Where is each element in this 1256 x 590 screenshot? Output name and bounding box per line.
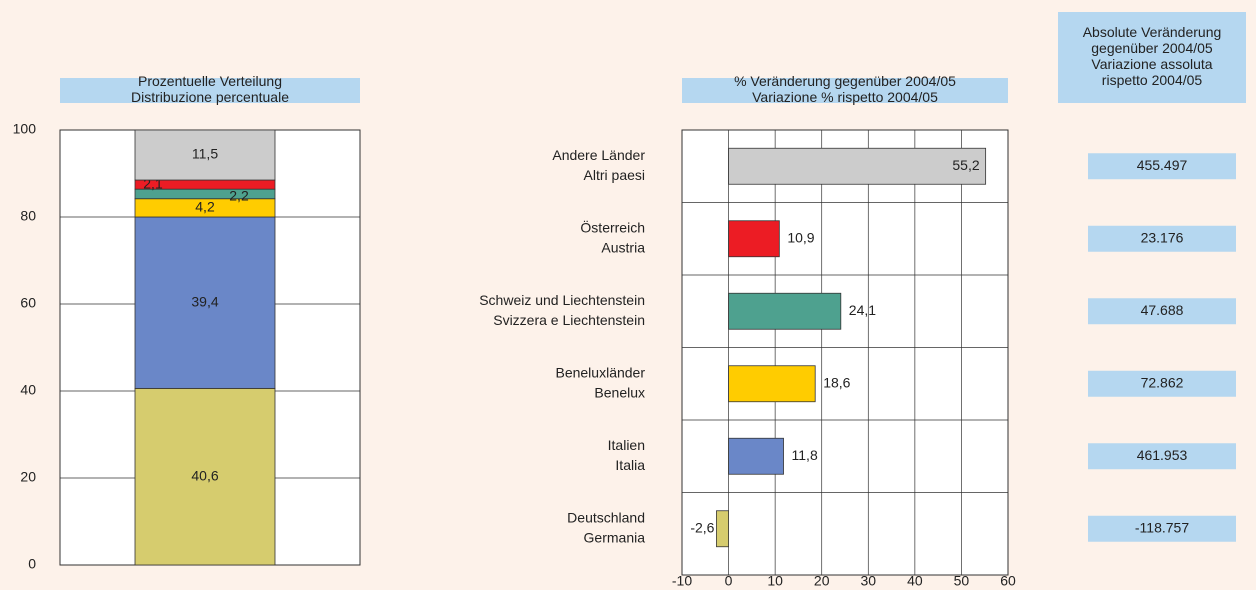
category-label: Austria [601, 239, 645, 255]
category-label: Österreich [580, 218, 645, 235]
table-value: 461.953 [1137, 447, 1188, 463]
value-box [1088, 153, 1236, 180]
value-box [1088, 298, 1236, 325]
value-box [1088, 443, 1236, 470]
table-value: 47.688 [1141, 302, 1184, 318]
header-text: rispetto 2004/05 [1102, 72, 1203, 88]
plot-area [681, 129, 1009, 576]
bar [728, 437, 784, 475]
y-tick-label: 0 [28, 556, 36, 572]
x-tick-label: 50 [954, 573, 970, 589]
y-tick-label: 60 [20, 295, 36, 311]
value-label: 55,2 [952, 157, 979, 173]
x-tick-label: 20 [814, 573, 830, 589]
category-label: Beneluxländer [555, 364, 645, 380]
header-text: Variazione assoluta [1091, 56, 1212, 72]
value-label: 39,4 [191, 293, 218, 309]
value-label: 10,9 [787, 229, 814, 245]
x-tick-label: 10 [767, 573, 783, 589]
bar-segment [134, 387, 276, 566]
table-value: -118.757 [1135, 519, 1189, 535]
bar [716, 510, 729, 548]
value-label: 11,8 [792, 447, 818, 463]
value-label: 4,2 [195, 199, 215, 215]
category-label: Altri paesi [584, 167, 645, 183]
value-box [1088, 370, 1236, 397]
bar [728, 147, 987, 185]
header-box [682, 78, 1008, 103]
category-label: Schweiz und Liechtenstein [479, 292, 645, 308]
value-label: 18,6 [823, 374, 850, 390]
bar-segment [134, 129, 276, 181]
category-label: Deutschland [567, 509, 645, 525]
value-label: -2,6 [690, 519, 714, 535]
category-label: Andere Länder [552, 147, 645, 163]
table-value: 455.497 [1137, 157, 1188, 173]
category-label: Svizzera e Liechtenstein [493, 312, 645, 328]
value-box [1088, 515, 1236, 542]
x-tick-label: 60 [1000, 573, 1016, 589]
value-box [1088, 225, 1236, 252]
header-text: Distribuzione percentuale [131, 89, 289, 105]
bar [728, 365, 816, 403]
header-box [60, 78, 360, 103]
category-label: Italien [608, 437, 645, 453]
bar [728, 292, 842, 330]
header-text: Absolute Veränderung [1083, 24, 1222, 40]
header-text: % Veränderung gegenüber 2004/05 [734, 73, 956, 89]
category-label: Germania [584, 529, 646, 545]
bar [728, 220, 780, 258]
y-tick-label: 40 [20, 382, 36, 398]
x-tick-label: -10 [672, 573, 692, 589]
header-box [1058, 12, 1246, 103]
header-text: Prozentuelle Verteilung [138, 73, 282, 89]
y-tick-label: 100 [13, 121, 37, 137]
x-tick-label: 0 [725, 573, 733, 589]
header-text: gegenüber 2004/05 [1091, 40, 1213, 56]
table-value: 23.176 [1141, 229, 1184, 245]
value-label: 11,5 [192, 146, 218, 162]
category-label: Italia [615, 457, 645, 473]
category-label: Benelux [594, 384, 645, 400]
y-tick-label: 80 [20, 208, 36, 224]
value-label: 40,6 [191, 467, 218, 483]
x-tick-label: 40 [907, 573, 923, 589]
value-label: 24,1 [849, 302, 876, 318]
table-value: 72.862 [1141, 374, 1184, 390]
y-tick-label: 20 [20, 469, 36, 485]
header-text: Variazione % rispetto 2004/05 [752, 89, 938, 105]
x-tick-label: 30 [860, 573, 876, 589]
value-label: 2,2 [229, 188, 249, 204]
